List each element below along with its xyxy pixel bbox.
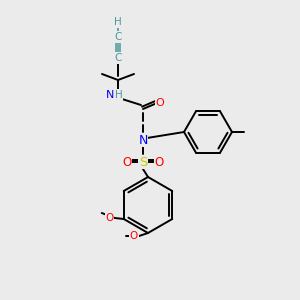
Text: O: O (130, 231, 138, 241)
Text: O: O (122, 155, 132, 169)
Text: H: H (115, 90, 123, 100)
Text: H: H (114, 17, 122, 27)
Text: O: O (154, 155, 164, 169)
Text: C: C (114, 53, 122, 63)
Text: S: S (139, 155, 147, 169)
Text: O: O (156, 98, 164, 108)
Text: N: N (106, 90, 114, 100)
Text: N: N (138, 134, 148, 146)
Text: C: C (114, 32, 122, 42)
Text: O: O (106, 213, 114, 223)
